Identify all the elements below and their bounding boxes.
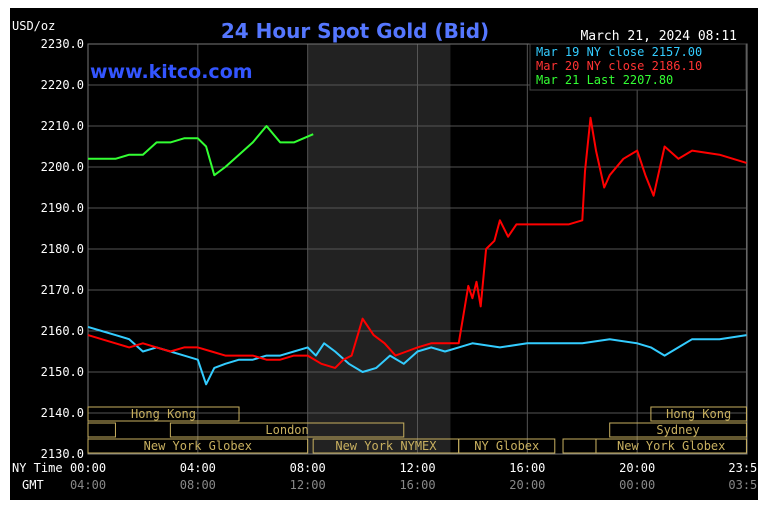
x-tick-label-ny: 23:59 xyxy=(728,461,758,475)
session-bar xyxy=(169,422,405,438)
session-bar xyxy=(87,422,116,438)
legend-item-mar20: Mar 20 NY close 2186.10 xyxy=(536,59,702,73)
chart-title: 24 Hour Spot Gold (Bid) xyxy=(221,19,489,43)
x-tick-label-ny: 08:00 xyxy=(290,461,326,475)
plot-border xyxy=(87,43,748,455)
x-tick-label-gmt: 03:59 xyxy=(728,478,758,492)
y-tick-label: 2130.0 xyxy=(41,447,84,461)
chart-frame: Hong Kong Hong Kong London Sydney New York G… xyxy=(10,8,758,500)
series-line-0 xyxy=(87,325,747,386)
watermark: www.kitco.com xyxy=(90,61,253,83)
x-tick-label-gmt: 20:00 xyxy=(509,478,545,492)
x-tick-label-ny: 00:00 xyxy=(70,461,106,475)
y-tick-label: 2160.0 xyxy=(41,324,84,338)
session-label: New York Globex xyxy=(617,439,725,453)
x-tick-label-gmt: 08:00 xyxy=(180,478,216,492)
x-tick-label-gmt: 04:00 xyxy=(70,478,106,492)
session-label: Sydney xyxy=(656,423,699,437)
y-tick-label: 2180.0 xyxy=(41,242,84,256)
session-label: New York Globex xyxy=(144,439,252,453)
y-tick-label: 2190.0 xyxy=(41,201,84,215)
session-label: Hong Kong xyxy=(666,407,731,421)
session-bar xyxy=(650,406,747,422)
session-label: New York NYMEX xyxy=(335,439,437,453)
session-bar xyxy=(458,438,556,454)
y-tick-label: 2170.0 xyxy=(41,283,84,297)
legend-item-mar21: Mar 21 Last 2207.80 xyxy=(536,73,673,87)
unit-label: USD/oz xyxy=(12,19,55,33)
x-tick-label-gmt: 12:00 xyxy=(290,478,326,492)
legend-item-mar19: Mar 19 NY close 2157.00 xyxy=(536,45,702,59)
y-tick-label: 2230.0 xyxy=(41,37,84,51)
session-label: London xyxy=(265,423,308,437)
session-bar xyxy=(609,422,747,438)
session-bar xyxy=(595,438,747,454)
x-tick-label-ny: 20:00 xyxy=(619,461,655,475)
series-line-2 xyxy=(88,125,314,177)
session-bar xyxy=(562,438,597,454)
chart-svg: Hong Kong Hong Kong London Sydney New York G… xyxy=(12,19,758,492)
ny-time-label: NY Time xyxy=(12,461,63,475)
y-tick-label: 2220.0 xyxy=(41,78,84,92)
x-tick-label-ny: 04:00 xyxy=(180,461,216,475)
x-tick-label-gmt: 00:00 xyxy=(619,478,655,492)
date-label: March 21, 2024 08:11 xyxy=(580,29,737,44)
x-tick-label-ny: 12:00 xyxy=(399,461,435,475)
x-tick-label-gmt: 16:00 xyxy=(399,478,435,492)
session-bar xyxy=(87,406,240,422)
y-tick-label: 2150.0 xyxy=(41,365,84,379)
y-tick-label: 2210.0 xyxy=(41,119,84,133)
series-line-1 xyxy=(87,116,747,369)
session-bar xyxy=(87,438,309,454)
y-tick-label: 2200.0 xyxy=(41,160,84,174)
gmt-label: GMT xyxy=(22,478,44,492)
session-label: Hong Kong xyxy=(131,407,196,421)
legend-box: Mar 19 NY close 2157.00 Mar 20 NY close … xyxy=(529,43,747,91)
x-tick-label-ny: 16:00 xyxy=(509,461,545,475)
session-label: NY Globex xyxy=(474,439,539,453)
y-tick-label: 2140.0 xyxy=(41,406,84,420)
